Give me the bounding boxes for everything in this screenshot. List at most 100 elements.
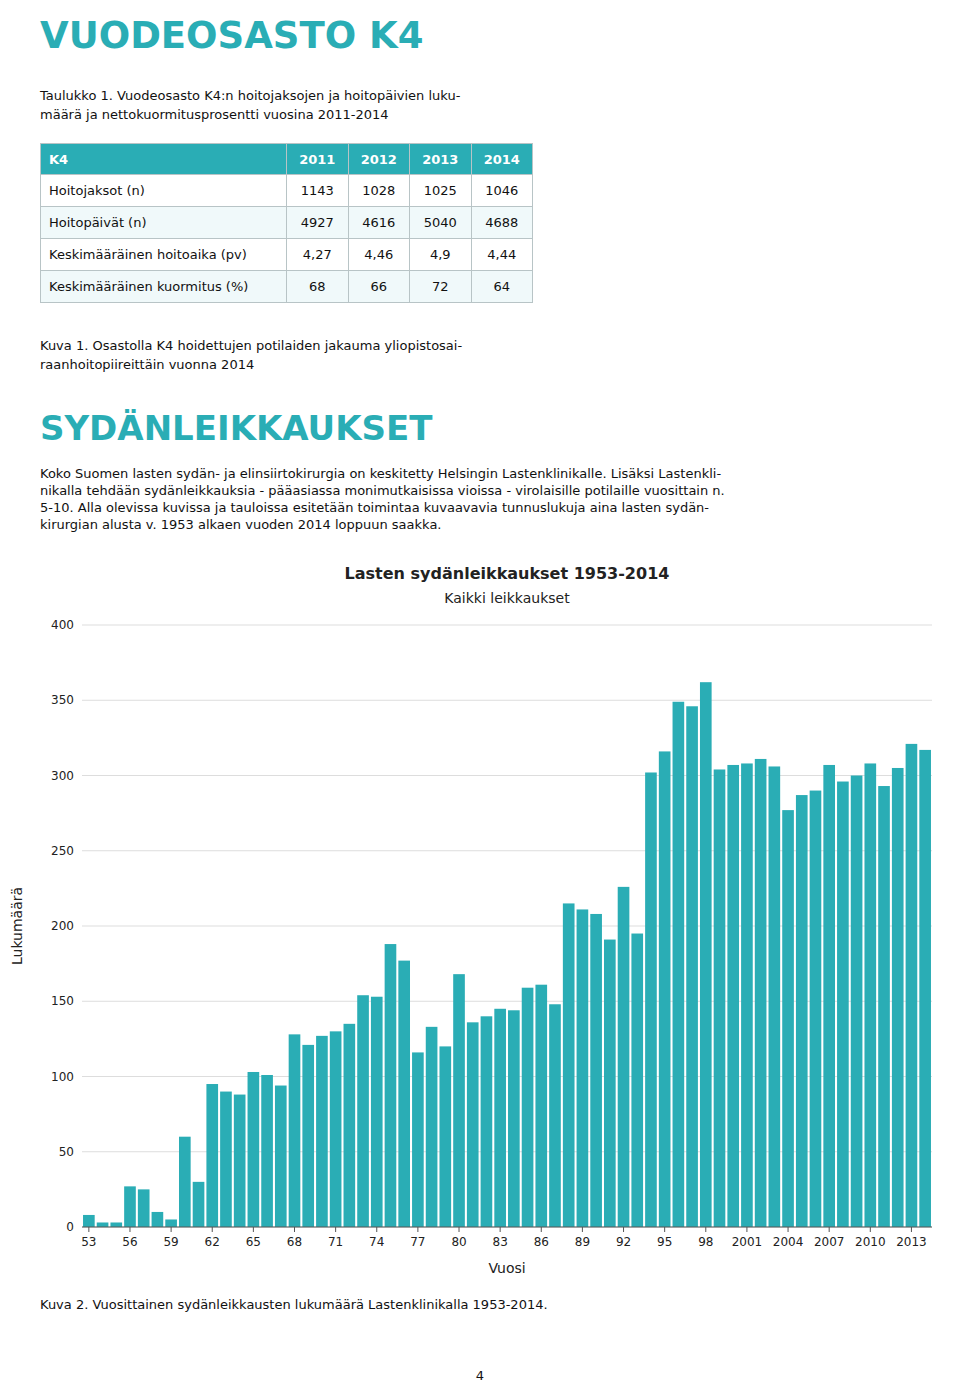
table-cell: Keskimääräinen kuormitus (%) <box>41 271 287 303</box>
table-header-cell: 2011 <box>287 144 349 175</box>
bar <box>741 763 753 1227</box>
x-tick-label: 89 <box>575 1235 590 1249</box>
y-tick-label: 250 <box>51 844 74 858</box>
x-tick <box>705 1227 706 1232</box>
x-tick <box>294 1227 295 1232</box>
body-text: Koko Suomen lasten sydän- ja elinsiirtok… <box>40 466 721 482</box>
table-caption: Taulukko 1. Vuodeosasto K4:n hoitojaksoj… <box>40 88 460 104</box>
x-tick-label: 2010 <box>855 1235 886 1249</box>
bar <box>83 1215 95 1227</box>
x-tick <box>253 1227 254 1232</box>
y-tick-label: 0 <box>66 1220 74 1234</box>
x-tick-label: 83 <box>493 1235 508 1249</box>
x-tick <box>870 1227 871 1232</box>
x-tick <box>746 1227 747 1232</box>
bar <box>165 1219 177 1227</box>
bar <box>727 765 739 1227</box>
bar <box>563 903 575 1227</box>
x-tick-label: 2013 <box>896 1235 927 1249</box>
grid-line <box>82 775 932 776</box>
bar <box>234 1095 246 1227</box>
x-tick <box>829 1227 830 1232</box>
x-tick <box>664 1227 665 1232</box>
table-header-cell: 2012 <box>348 144 410 175</box>
bar <box>357 995 369 1227</box>
x-tick-label: 59 <box>163 1235 178 1249</box>
bar <box>316 1036 328 1227</box>
x-tick <box>459 1227 460 1232</box>
x-axis-line <box>82 1227 932 1228</box>
bar <box>302 1045 314 1227</box>
table-cell: 4616 <box>348 207 410 239</box>
x-tick <box>171 1227 172 1232</box>
bar <box>645 772 657 1227</box>
x-tick-label: 86 <box>534 1235 549 1249</box>
bar <box>878 786 890 1227</box>
x-tick <box>376 1227 377 1232</box>
bar <box>453 974 465 1227</box>
x-tick-label: 2007 <box>814 1235 845 1249</box>
grid-line <box>82 1227 932 1228</box>
table-head: K42011201220132014 <box>41 144 533 175</box>
table-cell: 1025 <box>410 175 472 207</box>
table-cell: 66 <box>348 271 410 303</box>
bar <box>686 706 698 1227</box>
table-cell: 5040 <box>410 207 472 239</box>
x-tick <box>911 1227 912 1232</box>
bar <box>906 744 918 1227</box>
body-text: 5-10. Alla olevissa kuvissa ja tauloissa… <box>40 500 709 516</box>
bar <box>700 682 712 1227</box>
bar <box>673 702 685 1227</box>
x-tick <box>129 1227 130 1232</box>
table-header-cell: 2013 <box>410 144 472 175</box>
y-axis-label: Lukumäärä <box>9 887 25 965</box>
x-tick <box>212 1227 213 1232</box>
table-header-row: K42011201220132014 <box>41 144 533 175</box>
section-title: SYDÄNLEIKKAUKSET <box>40 408 432 448</box>
y-tick-label: 400 <box>51 618 74 632</box>
x-tick-label: 56 <box>122 1235 137 1249</box>
x-tick-label: 95 <box>657 1235 672 1249</box>
bar <box>124 1186 136 1227</box>
bar <box>618 887 630 1227</box>
bar <box>371 997 383 1227</box>
bar <box>220 1092 232 1227</box>
y-tick-label: 100 <box>51 1070 74 1084</box>
bar <box>289 1034 301 1227</box>
bar <box>864 763 876 1227</box>
y-tick-label: 300 <box>51 769 74 783</box>
bar <box>590 914 602 1227</box>
bar <box>110 1222 122 1227</box>
x-tick-label: 98 <box>698 1235 713 1249</box>
bar <box>330 1031 342 1227</box>
y-tick-label: 200 <box>51 919 74 933</box>
x-tick-label: 77 <box>410 1235 425 1249</box>
bar <box>179 1137 191 1227</box>
data-table: K42011201220132014Hoitojaksot (n)1143102… <box>40 143 533 303</box>
bar <box>508 1010 520 1227</box>
y-tick-label: 350 <box>51 693 74 707</box>
figure-caption: raanhoitopiireittäin vuonna 2014 <box>40 357 254 373</box>
table-cell: 4,44 <box>471 239 533 271</box>
bar <box>494 1009 506 1227</box>
page-number: 4 <box>0 1368 960 1383</box>
bar <box>755 759 767 1227</box>
y-tick-label: 50 <box>59 1145 74 1159</box>
bar <box>604 940 616 1227</box>
body-text: kirurgian alusta v. 1953 alkaen vuoden 2… <box>40 517 441 533</box>
bar <box>385 944 397 1227</box>
bar <box>138 1189 150 1227</box>
table-cell: 1143 <box>287 175 349 207</box>
bar <box>193 1182 205 1227</box>
y-tick-label: 150 <box>51 994 74 1008</box>
bar <box>659 751 671 1227</box>
table-cell: 64 <box>471 271 533 303</box>
x-tick-label: 53 <box>81 1235 96 1249</box>
bar <box>535 985 547 1227</box>
figure-caption: Kuva 2. Vuosittainen sydänleikkausten lu… <box>40 1297 548 1313</box>
bar <box>481 1016 493 1227</box>
x-tick <box>541 1227 542 1232</box>
bar <box>810 791 822 1227</box>
x-tick <box>788 1227 789 1232</box>
bar <box>152 1212 164 1227</box>
